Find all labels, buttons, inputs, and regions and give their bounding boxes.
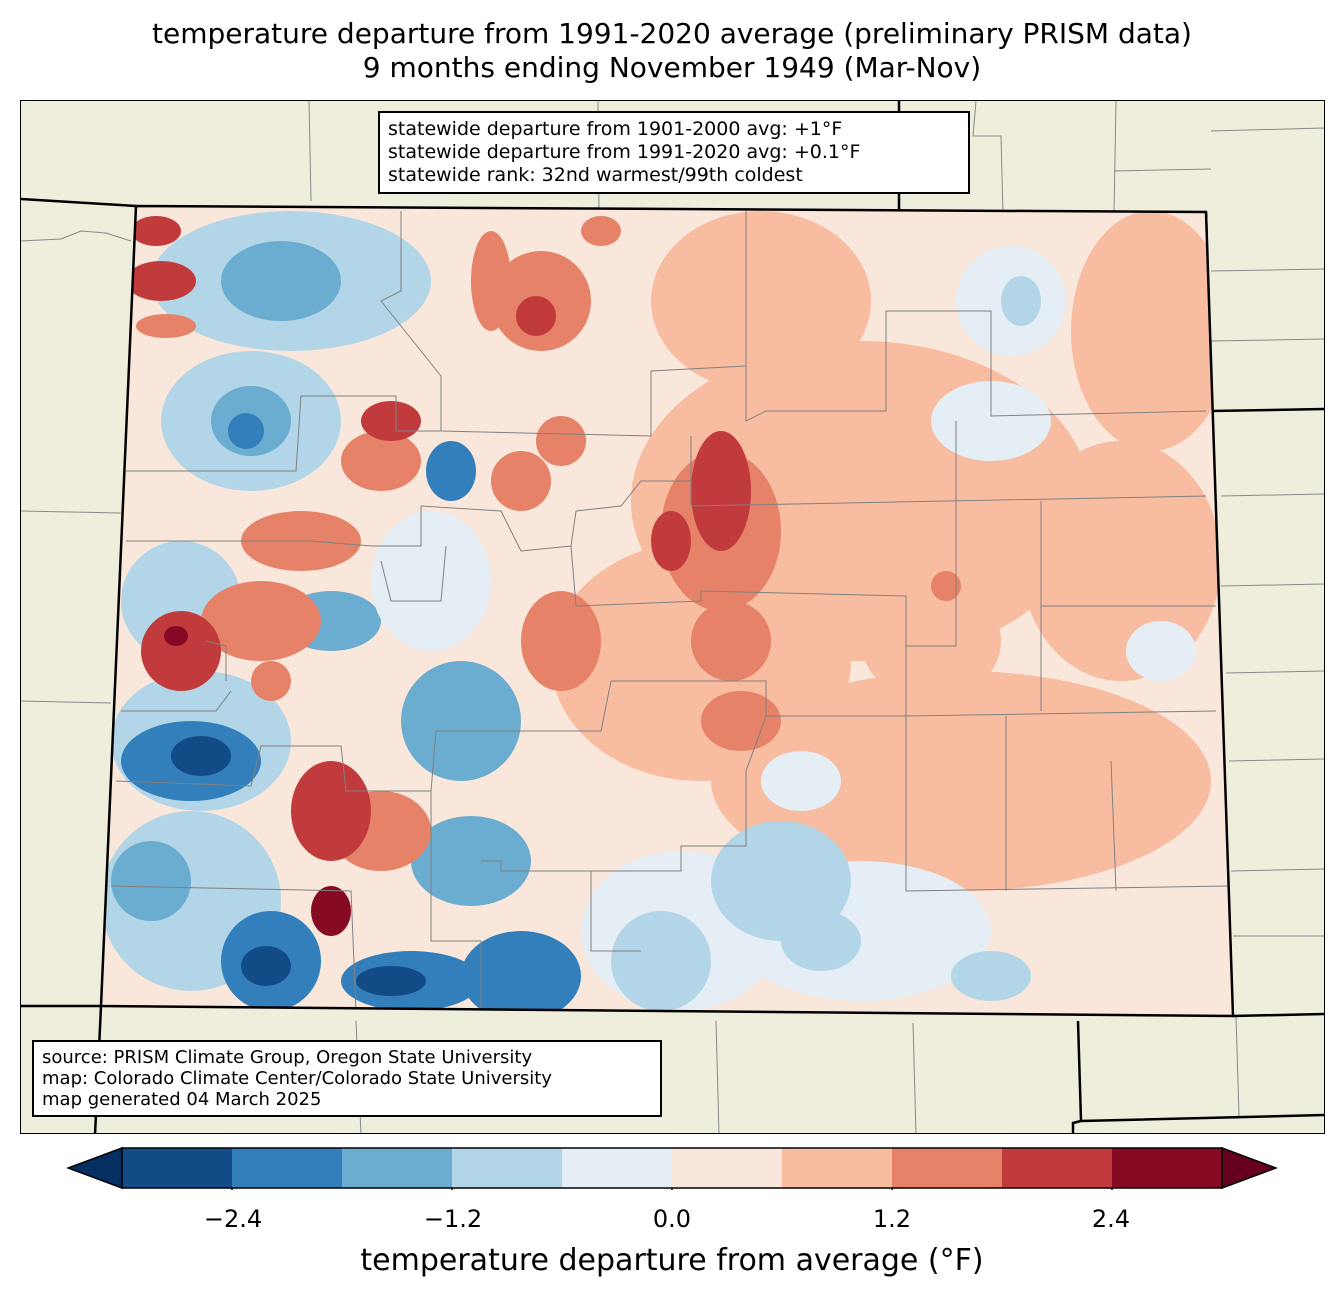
- temperature-contour-region: [951, 951, 1031, 1001]
- colorbar-bin: [452, 1148, 563, 1188]
- temperature-contour-region: [931, 381, 1051, 461]
- stats-line-1901-2000: statewide departure from 1901-2000 avg: …: [388, 118, 843, 140]
- colorbar-bin: [782, 1148, 893, 1188]
- colorado-border: [99, 204, 1235, 1018]
- stats-line-1991-2020: statewide departure from 1991-2020 avg: …: [388, 141, 861, 163]
- colorbar-tick-label: 0.0: [652, 1205, 692, 1233]
- temperature-contour-region: [411, 816, 531, 906]
- temperature-contour-region: [931, 571, 961, 601]
- temperature-contour-region: [581, 216, 621, 246]
- neighbor-county-lines: [21, 101, 1324, 1133]
- colorbar-tick-label: 2.4: [1091, 1205, 1131, 1233]
- colorbar: [66, 1146, 1278, 1190]
- temperature-contour-region: [1071, 211, 1231, 451]
- temperature-contour-region: [611, 911, 711, 1011]
- colorbar-bin: [672, 1148, 783, 1188]
- colorbar-tick-label: −2.4: [203, 1205, 263, 1233]
- map-title-line2: 9 months ending November 1949 (Mar-Nov): [362, 51, 982, 84]
- temperature-contour-region: [861, 581, 1001, 701]
- temperature-contour-region: [221, 241, 341, 321]
- temperature-field: [101, 206, 1233, 1016]
- temperature-contour-region: [651, 511, 691, 571]
- colorbar-tick-label: −1.2: [423, 1205, 483, 1233]
- colorbar-extend-low: [66, 1146, 123, 1190]
- temperature-contour-region: [461, 931, 581, 1016]
- temperature-contour-region: [711, 821, 851, 941]
- temperature-contour-region: [691, 601, 771, 681]
- statewide-stats-box: statewide departure from 1901-2000 avg: …: [378, 111, 970, 194]
- source-box: source: PRISM Climate Group, Oregon Stat…: [32, 1040, 662, 1117]
- temperature-contour-region: [164, 626, 188, 646]
- temperature-contour-region: [361, 401, 421, 441]
- temperature-contour-region: [536, 416, 586, 466]
- colorado-temperature-map: [21, 101, 1324, 1133]
- temperature-contour-region: [356, 966, 426, 996]
- temperature-contour-region: [341, 431, 421, 491]
- colorbar-extend-high: [1221, 1146, 1278, 1190]
- colorbar-bin: [562, 1148, 673, 1188]
- map-credit-line: map: Colorado Climate Center/Colorado St…: [42, 1068, 552, 1089]
- temperature-contour-region: [426, 441, 476, 501]
- colorbar-tick-label: 1.2: [872, 1205, 912, 1233]
- temperature-contour-region: [371, 511, 491, 651]
- temperature-contour-region: [781, 911, 861, 971]
- generated-date-line: map generated 04 March 2025: [42, 1089, 322, 1110]
- temperature-contour-region: [711, 671, 1211, 891]
- temperature-contour-region: [691, 431, 751, 551]
- temperature-contour-region: [141, 611, 221, 691]
- temperature-contour-region: [1001, 276, 1041, 326]
- temperature-contour-region: [111, 841, 191, 921]
- temperature-contour-region: [471, 231, 511, 331]
- colorbar-bin: [232, 1148, 343, 1188]
- temperature-contour-region: [136, 314, 196, 338]
- stats-line-rank: statewide rank: 32nd warmest/99th coldes…: [388, 164, 803, 186]
- temperature-contour-region: [491, 451, 551, 511]
- temperature-contour-region: [1126, 621, 1196, 681]
- temperature-contour-region: [516, 296, 556, 336]
- temperature-contour-region: [241, 946, 291, 986]
- temperature-contour-region: [761, 751, 841, 811]
- colorbar-bin: [342, 1148, 453, 1188]
- temperature-contour-region: [751, 401, 891, 481]
- temperature-contour-region: [521, 591, 601, 691]
- colorbar-bin: [1002, 1148, 1113, 1188]
- county-borders: [110, 211, 1232, 1012]
- temperature-contour-region: [126, 261, 196, 301]
- temperature-contour-region: [401, 661, 521, 781]
- map-panel: [20, 100, 1325, 1134]
- temperature-contour-region: [291, 761, 371, 861]
- temperature-contour-region: [1021, 441, 1221, 681]
- colorbar-label: temperature departure from average (°F): [360, 1243, 984, 1278]
- temperature-contour-region: [228, 413, 264, 449]
- temperature-contour-region: [201, 581, 321, 661]
- colorbar-bin: [1112, 1148, 1223, 1188]
- temperature-contour-region: [701, 691, 781, 751]
- map-title-line1: temperature departure from 1991-2020 ave…: [152, 17, 1192, 50]
- temperature-contour-region: [131, 216, 181, 246]
- temperature-contour-region: [321, 901, 341, 921]
- source-line: source: PRISM Climate Group, Oregon Stat…: [42, 1047, 533, 1068]
- temperature-contour-region: [651, 211, 871, 391]
- temperature-contour-region: [251, 661, 291, 701]
- colorbar-bin: [122, 1148, 233, 1188]
- colorbar-bin: [892, 1148, 1003, 1188]
- temperature-contour-region: [171, 736, 231, 776]
